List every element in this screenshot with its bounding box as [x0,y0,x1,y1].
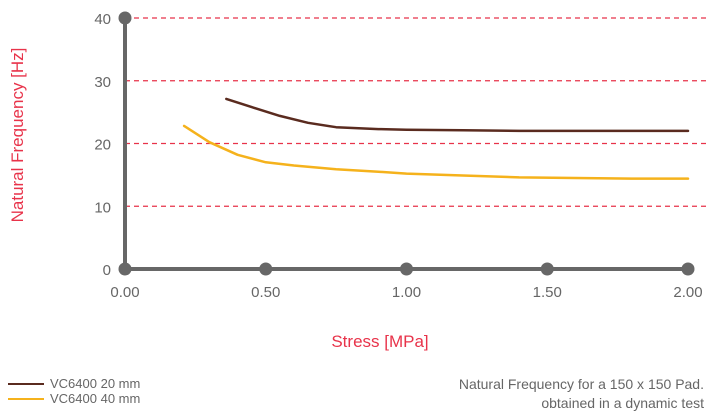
x-tick-label: 1.50 [533,284,562,301]
x-tick-label: 1.00 [392,284,421,301]
caption-line-2: obtained in a dynamic test [541,395,704,411]
chart-caption: Natural Frequency for a 150 x 150 Pad. o… [344,375,704,413]
legend-swatch-40mm [8,397,44,400]
x-axis-marker-2.00 [681,262,695,276]
legend-item-40mm: VC6400 40 mm [8,391,140,406]
tick-labels: 0.00 0.50 1.00 1.50 2.00 0 10 20 30 40 [94,11,702,301]
y-tick-label: 40 [94,11,111,28]
legend-label-40mm: VC6400 40 mm [50,391,141,406]
axis-markers [118,11,695,276]
x-axis-marker-1.00 [400,262,413,276]
series-line-2 [182,124,690,180]
legend-label-20mm: VC6400 20 mm [50,376,141,391]
series-line-1 [225,97,690,133]
x-axis-marker-0.50 [259,262,273,276]
y-tick-label: 20 [94,137,111,154]
series-lines [182,97,690,180]
legend-item-20mm: VC6400 20 mm [8,376,140,391]
x-axis-marker-1.50 [540,262,554,276]
x-tick-label: 0.50 [251,284,280,301]
x-tick-label: 0.00 [110,284,139,301]
y-axis-marker-top [118,11,132,25]
x-tick-label: 2.00 [673,284,702,301]
y-tick-label: 30 [94,74,111,91]
y-axis-title: Natural Frequency [Hz] [8,48,27,223]
legend-swatch-20mm [8,382,44,385]
grid-lines [125,17,706,207]
x-axis-marker-0.00 [118,262,132,276]
x-axis-title: Stress [MPa] [331,332,428,351]
caption-line-1: Natural Frequency for a 150 x 150 Pad. [458,376,704,392]
legend: VC6400 20 mm VC6400 40 mm [8,376,140,406]
y-tick-label: 0 [103,262,111,279]
y-tick-label: 10 [94,199,111,216]
